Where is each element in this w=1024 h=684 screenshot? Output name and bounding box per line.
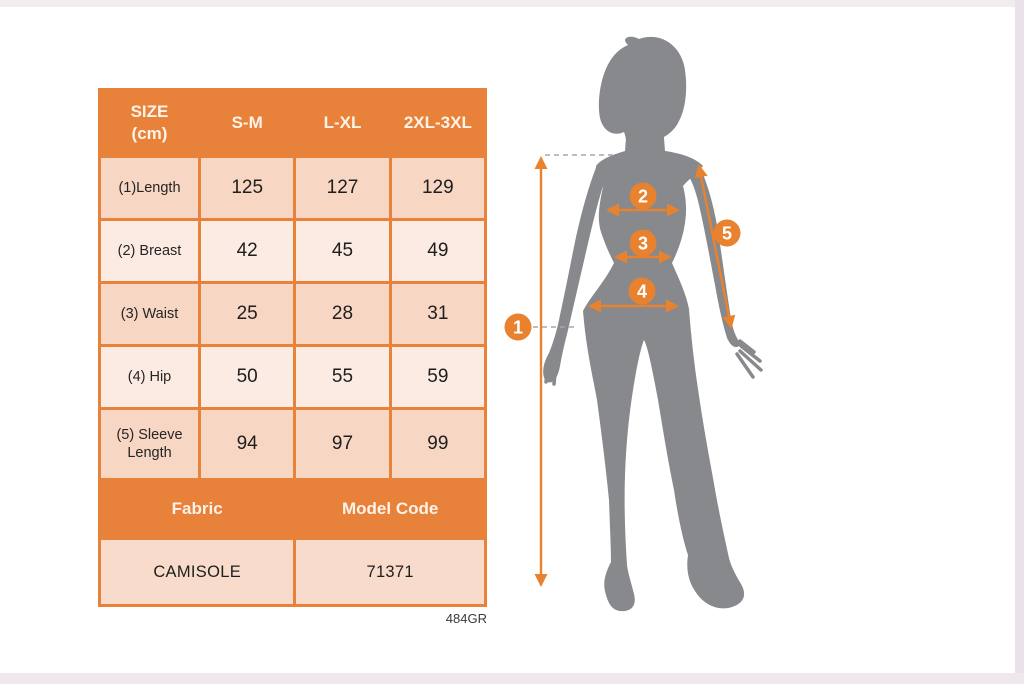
row-hip-value-lxl: 55 [296,347,389,407]
figure-head [598,36,687,157]
row-length-value-lxl: 127 [296,158,389,218]
fabric-header: Fabric [101,481,294,537]
row-sleeve-value-2xl3xl: 99 [391,410,484,478]
badge-3-number: 3 [638,234,648,254]
row-sleeve-value-lxl: 97 [296,410,389,478]
measure-badges: 1 2 3 4 5 [504,182,741,341]
frame-edge-bottom [0,673,1024,684]
row-hip-value-sm: 50 [201,347,294,407]
frame-edge-right [1015,0,1024,684]
figure-left-arm [543,165,604,383]
row-hip-label: (4) Hip [101,347,198,407]
model-code-header: Model Code [296,481,484,537]
col-header-2xl-3xl: 2XL-3XL [391,91,484,155]
row-sleeve-value-sm: 94 [201,410,294,478]
badge-5-circle [713,219,741,247]
fabric-value: CAMISOLE [101,540,294,604]
measurement-diagram: 1 2 3 4 5 [504,36,763,612]
row-length-value-sm: 125 [201,158,294,218]
badge-4-circle [628,277,656,305]
frame-edge-top [0,0,1024,7]
size-unit-header: SIZE (cm) [101,91,198,155]
badge-3-circle [629,229,657,257]
row-waist-value-lxl: 28 [296,284,389,344]
size-header-line1: SIZE [130,101,169,121]
row-hip-value-2xl3xl: 59 [391,347,484,407]
figure-right-hand-fingers [735,339,763,379]
badge-4-number: 4 [637,282,647,302]
figure-right-arm [687,167,741,348]
badge-5-number: 5 [722,224,732,244]
badge-1-circle [504,313,532,341]
badge-1-number: 1 [513,318,523,338]
row-breast-label: (2) Breast [101,221,198,281]
sleeve-measure-arrow [694,164,736,329]
model-code-value: 71371 [296,540,484,604]
badge-2-number: 2 [638,187,648,207]
figure-body [583,125,745,612]
row-length-value-2xl3xl: 129 [391,158,484,218]
figure-silhouette [543,36,763,612]
col-header-l-xl: L-XL [296,91,389,155]
reference-note: 484GR [445,611,487,626]
badge-2-circle [629,182,657,210]
row-waist-value-sm: 25 [201,284,294,344]
row-waist-value-2xl3xl: 31 [391,284,484,344]
row-waist-label: (3) Waist [101,284,198,344]
size-chart-table: SIZE (cm) S-M L-XL 2XL-3XL (1)Length 125… [98,88,487,607]
row-breast-value-lxl: 45 [296,221,389,281]
col-header-s-m: S-M [201,91,294,155]
row-breast-value-2xl3xl: 49 [391,221,484,281]
size-header-line2: (cm) [131,124,168,143]
row-breast-value-sm: 42 [201,221,294,281]
row-length-label: (1)Length [101,158,198,218]
row-sleeve-label: (5) Sleeve Length [101,410,198,478]
